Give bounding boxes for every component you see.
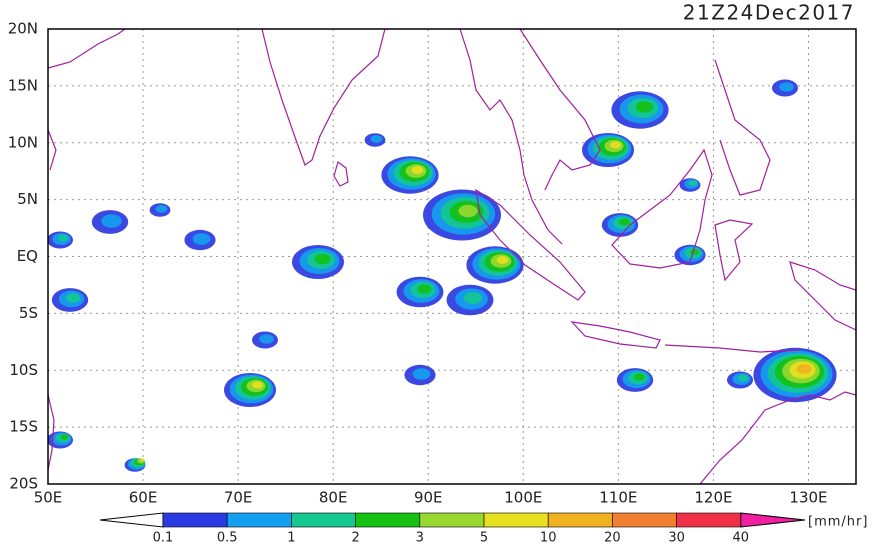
lat-label: 10N: [8, 133, 38, 151]
rain-field: [48, 79, 837, 472]
coast-borneo: [611, 148, 713, 269]
coastlines: [48, 29, 856, 484]
lat-label: 5N: [17, 190, 38, 208]
coast-india: [261, 29, 386, 166]
lat-label: 15N: [8, 76, 38, 94]
colorbar-box: [419, 512, 485, 528]
coast-africa: [48, 129, 57, 171]
lat-label: 20S: [9, 475, 38, 493]
rain-cell: [252, 381, 263, 389]
lon-label: 120E: [694, 489, 732, 507]
lon-label: 50E: [34, 489, 63, 507]
lon-label: 80E: [319, 489, 348, 507]
rain-cell: [796, 364, 812, 374]
colorbar-label: 30: [668, 531, 685, 544]
lon-label: 90E: [414, 489, 443, 507]
coast-arabia: [48, 29, 126, 69]
colorbar-label: 0.1: [153, 531, 174, 544]
colorbar-box: [547, 512, 613, 528]
rain-cell: [689, 248, 700, 256]
coast-indochina: [519, 29, 601, 191]
rain-cell: [779, 82, 794, 92]
colorbar-box: [612, 512, 677, 528]
rain-cell: [259, 334, 274, 344]
rain-cell: [192, 233, 211, 245]
colorbar-label: 3: [416, 531, 424, 544]
coast-newguinea: [789, 261, 856, 331]
colorbar: 0.1 0.5 1 2 3 5 10 20 30 40 [mm/hr]: [99, 512, 868, 544]
lon-label: 130E: [789, 489, 827, 507]
lon-label: 100E: [504, 489, 542, 507]
colorbar-label: 20: [604, 531, 621, 544]
rain-cell: [140, 458, 145, 462]
colorbar-box: [162, 512, 228, 528]
rain-cell: [314, 253, 331, 265]
colorbar-high-arrow: [740, 512, 806, 528]
coast-lesser-sunda: [664, 344, 801, 353]
lon-label: 60E: [129, 489, 158, 507]
rain-cell: [618, 218, 631, 226]
lon-label: 110E: [599, 489, 637, 507]
rain-cell: [412, 368, 431, 380]
rain-cell: [610, 141, 621, 149]
colorbar-label: 1: [287, 531, 295, 544]
colorbar-unit: [mm/hr]: [808, 515, 868, 530]
coast-australia: [699, 391, 856, 484]
colorbar-label: 2: [351, 531, 359, 544]
colorbar-label: 10: [540, 531, 557, 544]
colorbar-label: 5: [480, 531, 488, 544]
rain-cell: [101, 214, 122, 228]
lat-label: 5S: [19, 304, 38, 322]
rain-cell: [60, 434, 69, 440]
lat-label: 20N: [8, 20, 38, 38]
rain-cell: [155, 205, 168, 213]
coast-philippines: [714, 59, 771, 196]
rain-cell: [463, 291, 483, 305]
coast-java: [570, 321, 661, 349]
colorbar-box: [676, 512, 742, 528]
lat-label: 10S: [9, 361, 38, 379]
coast-srilanka: [333, 160, 349, 187]
lon-label: 70E: [224, 489, 253, 507]
lat-label: EQ: [17, 247, 38, 265]
coast-madagascar: [48, 394, 55, 471]
map-frame: [47, 28, 857, 485]
colorbar-low-arrow: [99, 512, 164, 528]
rain-cell: [737, 374, 749, 382]
rain-cell: [496, 256, 509, 264]
coast-sumatra: [475, 188, 586, 301]
rain-cell: [57, 234, 69, 242]
lat-label: 15S: [9, 418, 38, 436]
colorbar-label: 40: [733, 531, 750, 544]
colorbar-box: [355, 512, 421, 528]
rain-cell: [458, 204, 478, 218]
rain-cell: [65, 293, 81, 303]
coast-sulawesi: [714, 219, 754, 282]
rain-cell: [635, 101, 654, 113]
colorbar-box: [483, 512, 549, 528]
rain-cell: [411, 166, 424, 174]
rain-cell: [633, 373, 646, 381]
rain-cell: [688, 180, 698, 186]
rain-cell: [370, 135, 383, 143]
grid: [48, 29, 856, 484]
colorbar-box: [226, 512, 292, 528]
timestamp: 21Z24Dec2017: [683, 1, 855, 25]
colorbar-label: 0.5: [217, 531, 238, 544]
colorbar-box: [291, 512, 356, 528]
rain-cell: [417, 284, 432, 294]
coast-burma: [459, 29, 563, 245]
